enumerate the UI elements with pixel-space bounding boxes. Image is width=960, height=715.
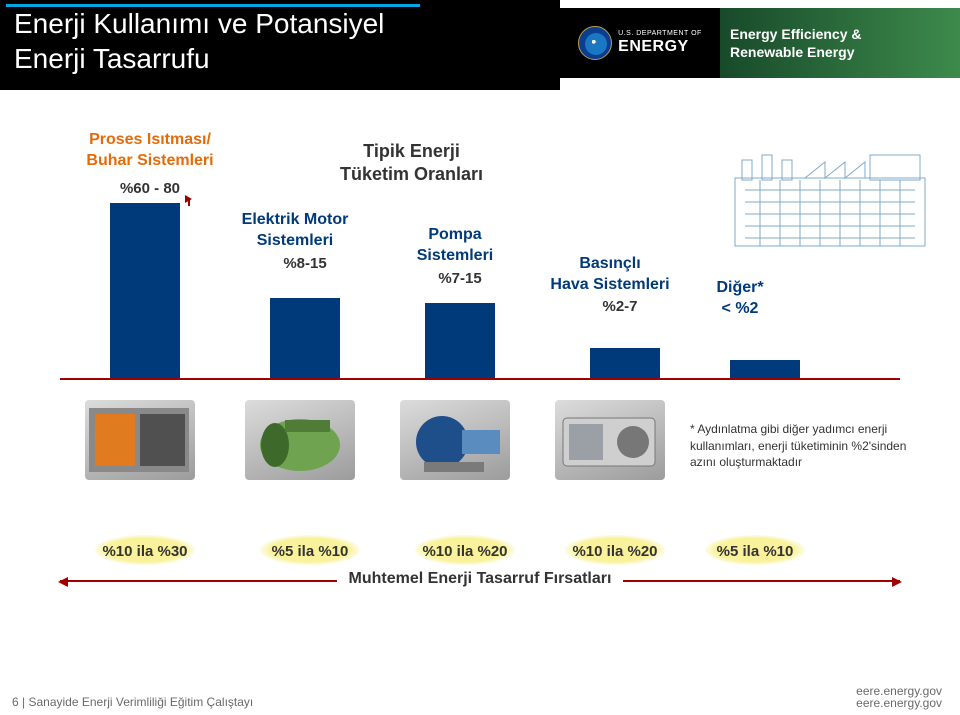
doe-big: ENERGY <box>618 38 702 56</box>
footer-right: eere.energy.gov eere.energy.gov <box>856 685 942 709</box>
bar-label-motor-l1: Elektrik Motor <box>242 211 349 228</box>
bar-label-motor: Elektrik Motor Sistemleri <box>220 210 370 252</box>
bar-label-diger-l1: Diğer* <box>716 279 763 296</box>
bar-label-diger-l2: < %2 <box>722 300 759 317</box>
equip-proses-img <box>85 400 195 480</box>
doe-text: U.S. DEPARTMENT OF ENERGY <box>618 30 702 55</box>
bar-label-pompa: Pompa Sistemleri <box>385 225 525 267</box>
footer-url-2: eere.energy.gov <box>856 696 942 710</box>
bar-label-proses-l2: Buhar Sistemleri <box>86 152 213 169</box>
eere-block: Energy Efficiency & Renewable Energy <box>720 8 960 78</box>
page-title: Enerji Kullanımı ve Potansiyel Enerji Ta… <box>0 0 560 90</box>
title-underline <box>6 4 420 7</box>
chart-axis <box>60 378 900 380</box>
footer-page-num: 6 <box>12 695 19 709</box>
factory-icon <box>730 130 930 250</box>
savings-row: %10 ila %30 %5 ila %10 %10 ila %20 %10 i… <box>60 520 920 610</box>
chart-area: Tipik Enerji Tüketim Oranları <box>60 150 920 500</box>
arrow-proses <box>188 198 190 206</box>
bar-pct-pompa: %7-15 <box>415 270 505 287</box>
doe-small: U.S. DEPARTMENT OF <box>618 30 702 38</box>
tipik-l1: Tipik Enerji <box>363 141 460 161</box>
bar-label-proses: Proses Isıtması/ Buhar Sistemleri <box>70 130 230 172</box>
footer-left-text: Sanayide Enerji Verimliliği Eğitim Çalış… <box>28 695 253 709</box>
sav-label-2: %10 ila %20 <box>410 543 520 560</box>
header-right: U.S. DEPARTMENT OF ENERGY Energy Efficie… <box>560 8 960 78</box>
bar-label-hava-l2: Hava Sistemleri <box>550 276 669 293</box>
equip-motor-img <box>245 400 355 480</box>
chart-footnote-text: * Aydınlatma gibi diğer yadımcı enerji k… <box>690 422 906 468</box>
muhtemel-text: Muhtemel Enerji Tasarruf Fırsatları <box>337 570 624 588</box>
bar-hava <box>590 348 660 378</box>
bar-label-motor-l2: Sistemleri <box>257 232 333 249</box>
sav-label-3: %10 ila %20 <box>560 543 670 560</box>
bar-label-proses-l1: Proses Isıtması/ <box>89 131 211 148</box>
eere-line2: Renewable Energy <box>730 43 960 61</box>
bar-motor <box>270 298 340 378</box>
doe-seal-icon <box>578 26 612 60</box>
chart-subtitle: Tipik Enerji Tüketim Oranları <box>340 140 483 187</box>
bar-label-pompa-l1: Pompa <box>428 226 481 243</box>
bar-label-hava-l1: Basınçlı <box>579 255 640 272</box>
bar-pompa <box>425 303 495 378</box>
sav-label-4: %5 ila %10 <box>700 543 810 560</box>
bar-label-pompa-l2: Sistemleri <box>417 247 493 264</box>
sav-label-1: %5 ila %10 <box>255 543 365 560</box>
muhtemel-bar: Muhtemel Enerji Tasarruf Fırsatları <box>60 570 900 588</box>
bar-label-hava: Basınçlı Hava Sistemleri <box>530 254 690 296</box>
eere-line1: Energy Efficiency & <box>730 25 960 43</box>
header: Enerji Kullanımı ve Potansiyel Enerji Ta… <box>0 0 960 90</box>
bar-label-diger: Diğer* < %2 <box>680 278 800 320</box>
sav-label-0: %10 ila %30 <box>90 543 200 560</box>
bar-pct-motor: %8-15 <box>265 255 345 272</box>
doe-logo-block: U.S. DEPARTMENT OF ENERGY <box>560 8 720 78</box>
chart-footnote: * Aydınlatma gibi diğer yadımcı enerji k… <box>690 421 920 470</box>
tipik-l2: Tüketim Oranları <box>340 164 483 184</box>
equip-hava-img <box>555 400 665 480</box>
bar-diger <box>730 360 800 378</box>
bar-proses <box>110 203 180 378</box>
equip-pompa-img <box>400 400 510 480</box>
title-line2: Enerji Tasarrufu <box>14 43 210 74</box>
footer-left: 6 | Sanayide Enerji Verimliliği Eğitim Ç… <box>12 695 253 709</box>
bar-pct-proses: %60 - 80 <box>105 180 195 197</box>
bar-pct-hava: %2-7 <box>580 298 660 315</box>
title-line1: Enerji Kullanımı ve Potansiyel <box>14 8 384 39</box>
